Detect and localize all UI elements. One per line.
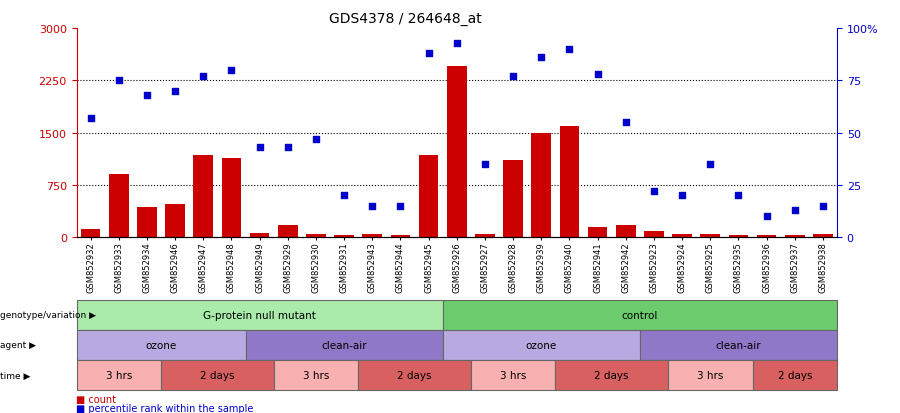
Bar (221, 159, 241, 237)
Text: ■ percentile rank within the sample: ■ percentile rank within the sample (76, 404, 254, 413)
Text: GDS4378 / 264648_at: GDS4378 / 264648_at (328, 12, 482, 26)
Point (506, 74, 520, 80)
Bar (391, 235, 410, 237)
Text: G-protein null mutant: G-protein null mutant (203, 310, 316, 320)
Bar (194, 155, 213, 237)
Text: 3 hrs: 3 hrs (105, 370, 132, 380)
Point (590, 71, 605, 78)
Bar (249, 233, 269, 237)
Text: 2 days: 2 days (200, 370, 235, 380)
Point (449, 40, 464, 47)
Text: 3 hrs: 3 hrs (302, 370, 329, 380)
Point (168, 88, 183, 95)
Text: clean-air: clean-air (716, 340, 761, 350)
Text: 3 hrs: 3 hrs (698, 370, 724, 380)
Text: 3 hrs: 3 hrs (500, 370, 526, 380)
Point (281, 145, 295, 151)
Bar (447, 67, 466, 237)
Point (815, 203, 830, 209)
Point (365, 203, 380, 209)
Bar (363, 234, 382, 237)
Point (478, 161, 492, 168)
Bar (334, 235, 354, 237)
Bar (306, 234, 326, 237)
Bar (616, 225, 635, 237)
Text: ■ count: ■ count (76, 394, 116, 404)
Bar (418, 155, 438, 237)
Bar (109, 175, 129, 237)
Point (112, 78, 126, 84)
Bar (588, 227, 608, 237)
Point (675, 192, 689, 199)
Point (731, 192, 745, 199)
Bar (560, 126, 580, 237)
Bar (531, 133, 551, 237)
Text: control: control (622, 310, 658, 320)
Text: agent ▶: agent ▶ (0, 341, 36, 349)
Text: 2 days: 2 days (594, 370, 629, 380)
Point (788, 207, 802, 214)
Point (224, 67, 238, 74)
Bar (166, 204, 184, 237)
Point (337, 192, 351, 199)
Text: clean-air: clean-air (321, 340, 367, 350)
Point (760, 213, 774, 220)
Point (703, 161, 717, 168)
Point (309, 136, 323, 143)
Point (393, 203, 408, 209)
Point (196, 74, 211, 80)
Bar (503, 161, 523, 237)
Bar (785, 235, 805, 237)
Bar (137, 208, 157, 237)
Bar (813, 234, 833, 237)
Bar (757, 235, 777, 237)
Bar (475, 234, 495, 237)
Point (534, 55, 548, 62)
Text: 2 days: 2 days (778, 370, 812, 380)
Text: ozone: ozone (146, 340, 176, 350)
Text: 2 days: 2 days (397, 370, 432, 380)
Bar (729, 235, 748, 237)
Bar (644, 232, 664, 237)
Text: ozone: ozone (526, 340, 557, 350)
Point (421, 51, 436, 57)
Bar (81, 229, 101, 237)
Point (618, 119, 633, 126)
Point (84, 115, 98, 122)
Point (140, 93, 154, 99)
Bar (278, 225, 298, 237)
Bar (672, 235, 692, 237)
Point (562, 47, 577, 53)
Text: time ▶: time ▶ (0, 371, 31, 380)
Point (647, 188, 662, 195)
Bar (700, 235, 720, 237)
Point (252, 145, 266, 151)
Text: genotype/variation ▶: genotype/variation ▶ (0, 311, 96, 319)
